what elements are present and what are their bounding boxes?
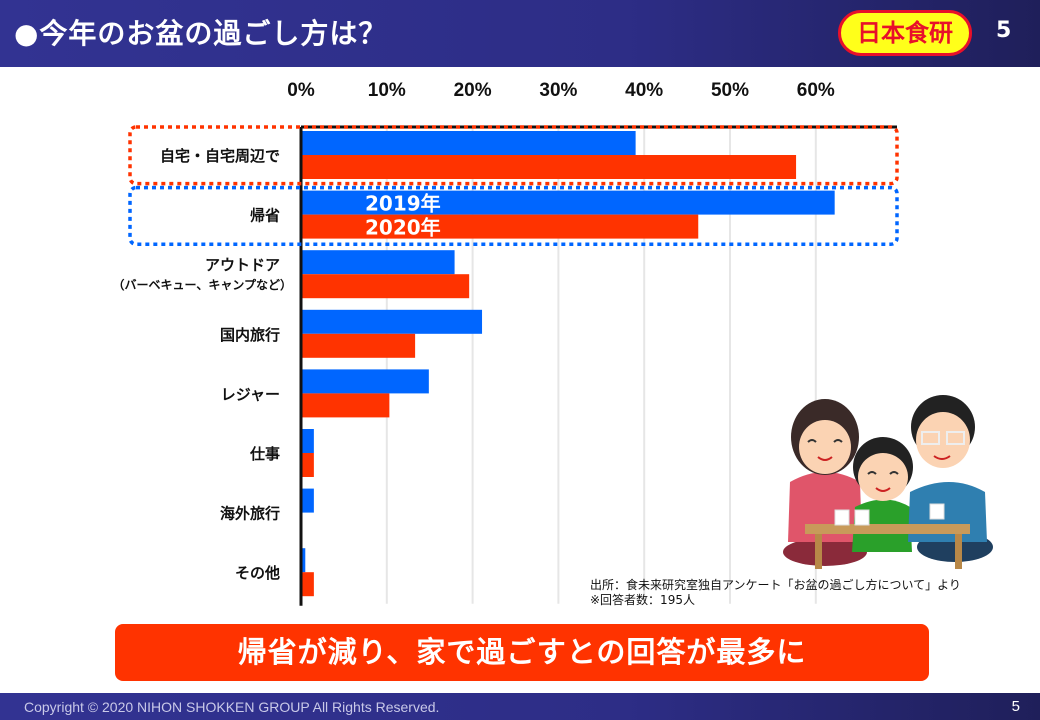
category-label: その他: [235, 564, 280, 582]
category-label: 国内旅行: [220, 326, 280, 344]
x-tick-label: 0%: [287, 80, 315, 101]
bar-2019: [301, 369, 429, 394]
bar-2019: [301, 250, 455, 275]
respondents-line: ※回答者数：195人: [590, 593, 695, 607]
x-tick-label: 60%: [797, 80, 835, 101]
slide-title: ●今年のお盆の過ごし方は？: [14, 17, 388, 50]
category-sublabel: （バーベキュー、キャンプなど）: [112, 277, 292, 292]
slide-header: ●今年のお盆の過ごし方は？ 日本食研 5: [0, 0, 1040, 67]
category-label: 仕事: [249, 445, 280, 463]
bar-2019: [301, 190, 835, 215]
category-label: 海外旅行: [220, 505, 280, 523]
page-number-bottom: 5: [1011, 698, 1020, 715]
legend-label-2019: 2019年: [365, 192, 441, 216]
x-tick-label: 10%: [368, 80, 406, 101]
bar-2020: [301, 274, 470, 299]
category-label: 帰省: [250, 207, 280, 225]
bar-2019: [301, 309, 483, 334]
bar-2019: [301, 131, 636, 155]
copyright-text: Copyright © 2020 NIHON SHOKKEN GROUP All…: [24, 699, 440, 715]
x-tick-label: 50%: [711, 80, 749, 101]
category-label: アウトドア: [205, 256, 280, 274]
family-at-table-icon: [783, 395, 993, 569]
bar-2020: [301, 572, 314, 597]
source-note: 出所：食未来研究室独自アンケート「お盆の過ごし方について」より ※回答者数：19…: [590, 578, 961, 608]
bar-2020: [301, 453, 314, 477]
bar-2019: [301, 488, 314, 513]
bar-2020: [301, 333, 416, 358]
source-line: 出所：食未来研究室独自アンケート「お盆の過ごし方について」より: [590, 578, 961, 592]
highlight-box-homecoming: [128, 185, 899, 246]
bar-2020: [301, 393, 390, 418]
x-tick-label: 30%: [539, 80, 577, 101]
legend-label-2020: 2020年: [365, 216, 441, 240]
category-label: 自宅・自宅周辺で: [160, 147, 280, 165]
bar-2019: [301, 548, 306, 573]
page-number-top: 5: [996, 18, 1012, 43]
bar-2020: [301, 155, 797, 179]
slide-footer: Copyright © 2020 NIHON SHOKKEN GROUP All…: [0, 693, 1040, 720]
x-tick-label: 40%: [625, 80, 663, 101]
x-tick-label: 20%: [454, 80, 492, 101]
bar-2020: [301, 214, 699, 239]
bar-2019: [301, 429, 314, 453]
conclusion-banner: 帰省が減り、家で過ごすとの回答が最多に: [115, 624, 929, 681]
category-label: レジャー: [221, 385, 280, 403]
nihon-shokken-logo: 日本食研: [838, 10, 972, 56]
highlight-box-home: [128, 125, 899, 186]
